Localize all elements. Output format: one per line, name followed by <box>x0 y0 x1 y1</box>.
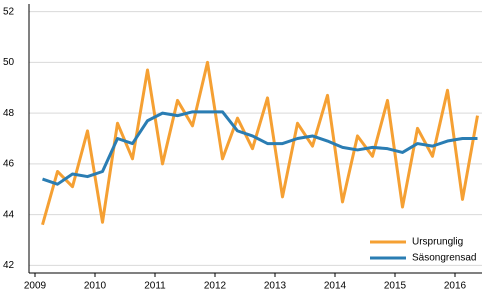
legend-label: Säsongrensad <box>412 253 477 264</box>
y-tick-label: 42 <box>3 260 15 271</box>
x-tick-label: 2013 <box>264 281 287 292</box>
x-tick-label: 2010 <box>84 281 107 292</box>
y-tick-label: 48 <box>3 108 15 119</box>
x-tick-label: 2009 <box>24 281 47 292</box>
y-tick-label: 50 <box>3 57 15 68</box>
y-tick-label: 46 <box>3 159 15 170</box>
x-tick-label: 2011 <box>144 281 166 292</box>
series-line <box>42 110 478 186</box>
y-tick-label: 44 <box>3 209 15 220</box>
x-tick-label: 2012 <box>204 281 227 292</box>
series-line <box>41 60 479 226</box>
x-tick-label: 2015 <box>384 281 407 292</box>
x-tick-label: 2014 <box>324 281 347 292</box>
lines <box>41 60 479 226</box>
x-tick-label: 2016 <box>444 281 467 292</box>
legend-label: Ursprunglig <box>412 237 463 248</box>
y-tick-label: 52 <box>3 6 15 17</box>
